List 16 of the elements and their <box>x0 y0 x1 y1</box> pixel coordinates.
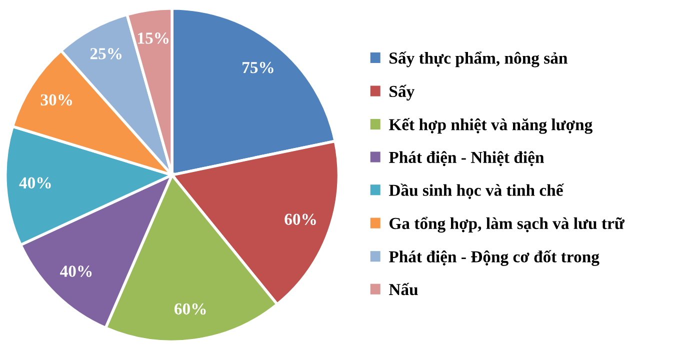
legend-label: Sấy <box>390 84 414 100</box>
legend-label: Phát điện - Nhiệt điện <box>388 151 544 166</box>
data-label: 60% <box>174 303 206 315</box>
data-label: 40% <box>60 266 92 277</box>
data-label: 75% <box>242 62 274 74</box>
legend-label: Kết hợp nhiệt và năng lượng <box>388 118 592 134</box>
data-label: 25% <box>90 48 122 60</box>
data-label: 15% <box>138 32 168 44</box>
data-label: 60% <box>284 214 316 225</box>
legend-label: Ga tổng hợp, làm sạch và lưu trữ <box>390 216 625 233</box>
data-label: 30% <box>40 94 72 106</box>
legend-label: Dầu sinh học và tinh chế <box>388 184 564 200</box>
legend-label: Sấy thực phẩm, nông sản <box>390 51 568 68</box>
legend-label: Phát điện - Động cơ đốt trong <box>388 250 600 266</box>
legend-label: Nấu <box>389 282 418 296</box>
data-label: 40% <box>19 177 51 189</box>
